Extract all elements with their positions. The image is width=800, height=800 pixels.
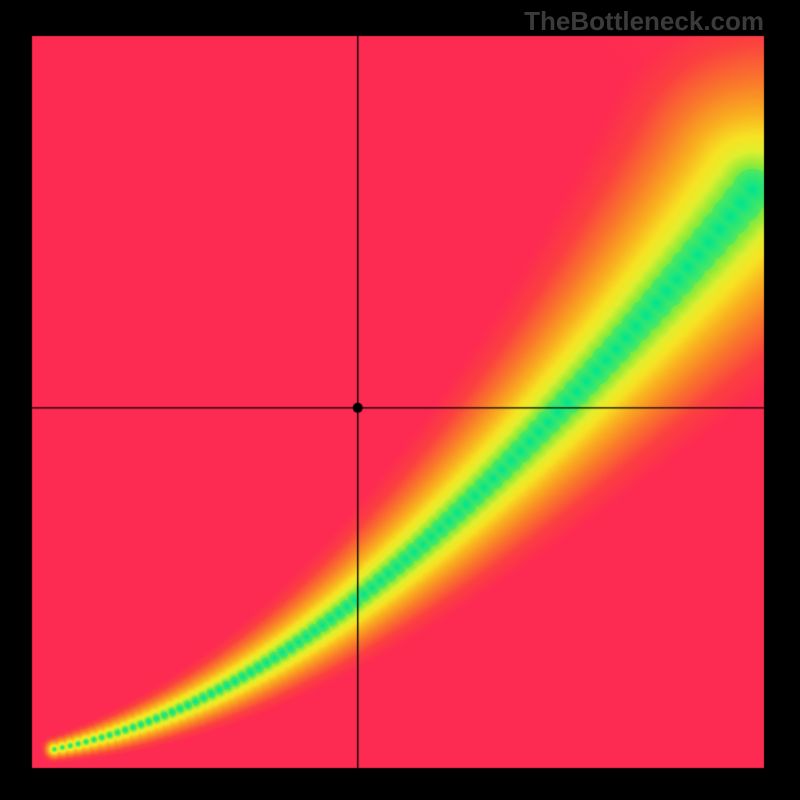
chart-container: TheBottleneck.com: [0, 0, 800, 800]
watermark-text: TheBottleneck.com: [524, 6, 764, 37]
heatmap-canvas: [0, 0, 800, 800]
